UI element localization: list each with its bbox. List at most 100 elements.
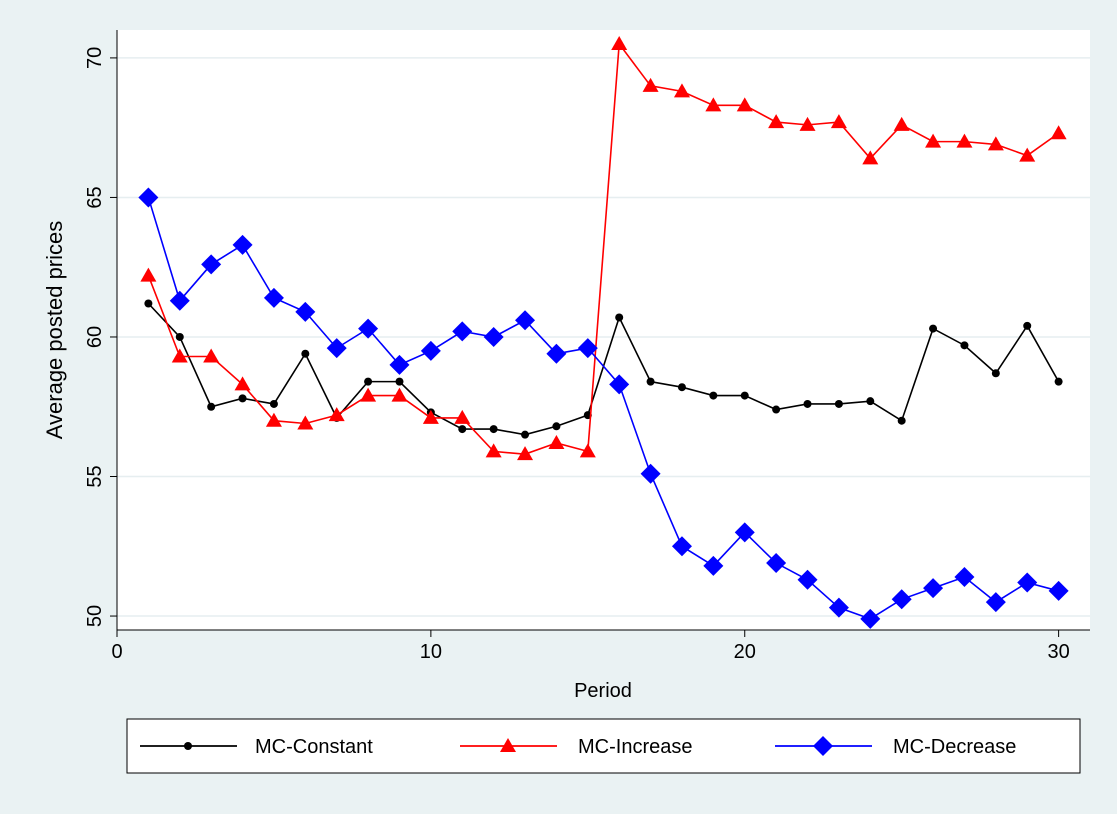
data-point <box>328 407 345 422</box>
data-point <box>452 321 473 342</box>
data-point <box>828 597 849 618</box>
data-point <box>546 343 567 364</box>
data-point <box>295 301 316 322</box>
x-tick-label: 30 <box>1047 641 1069 663</box>
data-point <box>673 83 690 98</box>
data-point <box>171 348 188 363</box>
data-point <box>548 435 565 450</box>
y-tick-label: 60 <box>84 326 106 348</box>
data-point <box>577 338 598 359</box>
data-point <box>830 114 847 129</box>
data-point <box>709 391 718 400</box>
data-point <box>203 348 220 363</box>
data-point <box>138 187 159 208</box>
data-point <box>925 133 942 148</box>
data-point <box>705 97 722 112</box>
data-point <box>891 589 912 610</box>
legend-label: MC-Decrease <box>893 736 1016 758</box>
data-point <box>703 555 724 576</box>
legend-item-mc-increase: MC-Increase <box>460 736 692 758</box>
data-point <box>140 267 157 282</box>
legend-label: MC-Constant <box>255 736 373 758</box>
y-tick-label: 65 <box>84 186 106 208</box>
legend-item-mc-constant: MC-Constant <box>140 736 373 758</box>
data-point <box>736 97 753 112</box>
data-point <box>458 425 467 434</box>
data-point <box>358 318 379 339</box>
data-point <box>515 310 536 331</box>
data-point <box>1017 572 1038 593</box>
x-axis-label: Period <box>574 680 632 702</box>
data-point <box>1023 321 1032 330</box>
data-point <box>862 150 879 165</box>
y-tick-label: 50 <box>84 605 106 627</box>
data-point <box>517 446 534 461</box>
y-tick-label: 70 <box>84 47 106 69</box>
data-point <box>768 114 785 129</box>
data-point <box>391 387 408 402</box>
data-point <box>364 377 373 386</box>
data-point <box>420 340 441 361</box>
axes <box>116 30 1090 631</box>
legend-label: MC-Increase <box>578 736 692 758</box>
data-point <box>301 349 310 358</box>
data-point <box>485 443 502 458</box>
y-axis-label: Average posted prices <box>42 221 67 440</box>
data-point <box>207 402 216 411</box>
x-tick-label: 10 <box>420 641 442 663</box>
data-point <box>232 234 253 255</box>
plot-background <box>117 30 1090 630</box>
grid <box>117 57 1090 617</box>
data-point <box>956 133 973 148</box>
data-point <box>677 383 686 392</box>
data-point <box>797 569 818 590</box>
data-point <box>772 405 781 414</box>
data-point <box>144 299 153 308</box>
data-point <box>740 391 749 400</box>
data-point <box>297 415 314 430</box>
data-point <box>640 463 661 484</box>
data-point <box>960 341 969 350</box>
series <box>138 35 1069 629</box>
data-point <box>893 116 910 131</box>
data-point <box>803 399 812 408</box>
data-point <box>263 287 284 308</box>
data-point <box>923 578 944 599</box>
series-mc-decrease <box>138 187 1069 629</box>
data-point <box>552 422 561 431</box>
data-point <box>1048 580 1069 601</box>
legend-marker <box>500 738 516 752</box>
data-point <box>579 443 596 458</box>
legend-marker <box>813 736 833 756</box>
data-point <box>422 409 439 424</box>
legend-box <box>126 718 1081 774</box>
data-point <box>1019 147 1036 162</box>
data-point <box>454 409 471 424</box>
data-point <box>987 136 1004 151</box>
data-point <box>389 354 410 375</box>
data-point <box>234 376 251 391</box>
data-point <box>238 394 247 403</box>
series-mc-increase <box>140 35 1067 461</box>
data-point <box>985 592 1006 613</box>
data-point <box>521 430 530 439</box>
data-point <box>642 77 659 92</box>
data-point <box>671 536 692 557</box>
legend: MC-Constant MC-Increase MC-Decrease <box>126 718 1081 774</box>
data-point <box>734 522 755 543</box>
ticks: 50 55 60 65 70 0 10 20 30 <box>84 47 1070 663</box>
data-point <box>1054 377 1063 386</box>
x-tick-label: 0 <box>111 641 122 663</box>
legend-item-mc-decrease: MC-Decrease <box>775 736 1016 758</box>
data-point <box>866 397 875 406</box>
data-point <box>954 566 975 587</box>
data-point <box>326 338 347 359</box>
data-point <box>201 254 222 275</box>
data-point <box>834 399 843 408</box>
data-point <box>860 608 881 629</box>
data-point <box>175 332 184 341</box>
data-point <box>799 116 816 131</box>
data-point <box>766 553 787 574</box>
